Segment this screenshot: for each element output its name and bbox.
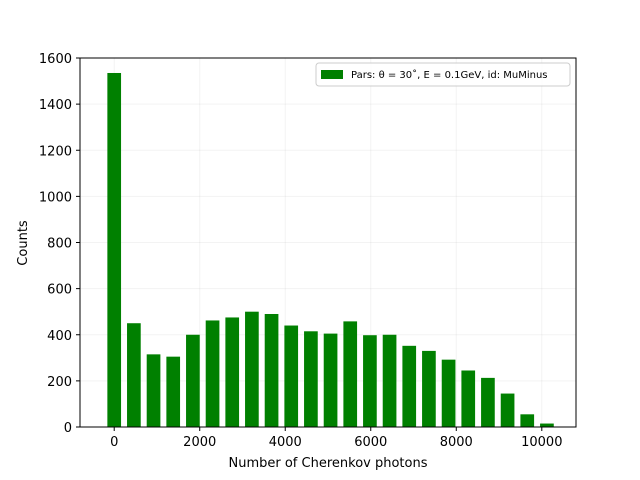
- x-tick-label: 0: [110, 435, 118, 450]
- y-tick-label: 600: [47, 283, 72, 298]
- bar: [422, 350, 436, 427]
- bar: [481, 377, 495, 427]
- y-axis-label: Counts: [16, 220, 31, 266]
- x-tick-label: 4000: [269, 435, 302, 450]
- bar: [264, 313, 279, 427]
- bar: [127, 323, 141, 427]
- bar: [146, 354, 161, 427]
- bar: [186, 334, 200, 427]
- x-tick-label: 10000: [521, 435, 562, 450]
- bar: [225, 317, 240, 427]
- legend-label: Pars: θ = 30˚, E = 0.1GeV, id: MuMinus: [351, 69, 548, 81]
- x-tick-label: 2000: [183, 435, 216, 450]
- y-tick-label: 0: [64, 421, 72, 436]
- bar: [540, 423, 554, 427]
- bar: [402, 345, 417, 427]
- bar: [304, 331, 318, 427]
- bar: [441, 359, 456, 427]
- y-tick-label: 400: [47, 329, 72, 344]
- x-tick-label: 8000: [440, 435, 473, 450]
- bar: [461, 370, 476, 427]
- y-tick-label: 200: [47, 375, 72, 390]
- bar: [500, 393, 515, 427]
- bar: [323, 333, 338, 427]
- bar: [107, 72, 122, 427]
- legend: Pars: θ = 30˚, E = 0.1GeV, id: MuMinus: [315, 62, 571, 87]
- y-tick-label: 800: [47, 237, 72, 252]
- x-tick-label: 6000: [354, 435, 387, 450]
- x-axis-label: Number of Cherenkov photons: [229, 456, 428, 471]
- bar: [166, 356, 181, 427]
- x-axis-ticks: 0 2000 4000 6000 8000 10000: [110, 427, 562, 450]
- bar: [363, 335, 377, 427]
- bar: [284, 325, 299, 427]
- grid-lines: [80, 57, 576, 428]
- y-tick-label: 1400: [39, 98, 72, 113]
- bar: [343, 321, 358, 427]
- bar: [520, 414, 535, 427]
- bar: [205, 320, 220, 427]
- y-tick-label: 1600: [39, 52, 72, 67]
- y-tick-label: 1000: [39, 190, 72, 205]
- legend-swatch: [321, 70, 343, 79]
- y-axis-ticks: 0 200 400 600 800 1000 1200 1400 1600: [39, 52, 80, 436]
- bar: [245, 311, 259, 427]
- y-tick-label: 1200: [39, 144, 72, 159]
- bar: [382, 334, 397, 427]
- bars: [107, 72, 554, 427]
- legend-box: [315, 62, 571, 87]
